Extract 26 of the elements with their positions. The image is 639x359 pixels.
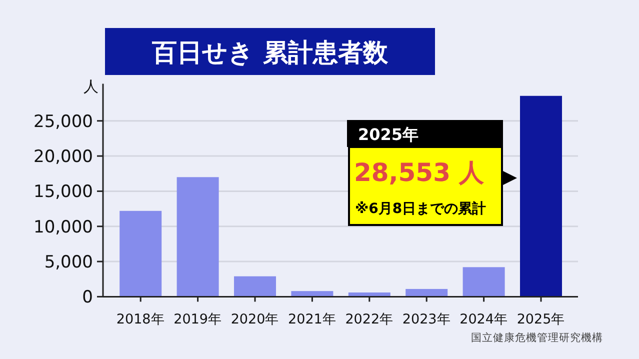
chart-title: 百日せき 累計患者数: [151, 38, 389, 67]
x-tick-label: 2023年: [402, 312, 451, 328]
y-axis-title: 人: [84, 78, 98, 96]
x-tick-label: 2018年: [116, 312, 165, 328]
y-tick-label: 25,000: [34, 112, 93, 132]
x-tick-label: 2020年: [230, 312, 280, 328]
bar: [234, 276, 276, 297]
x-tick-label: 2021年: [288, 312, 336, 328]
bar: [176, 177, 219, 297]
text: 国立健康危機管理研究機構: [471, 331, 603, 344]
bar: [462, 267, 505, 297]
y-tick-label: 15,000: [34, 182, 93, 202]
x-tick-label: 2025年: [516, 312, 566, 328]
annotation: 2025年: [358, 125, 419, 144]
y-tick-label: 0: [82, 288, 93, 308]
bar: [120, 210, 162, 297]
annotation: 28,553 人: [354, 158, 486, 187]
y-tick-label: 5,000: [44, 252, 93, 273]
x-tick-label: 2024年: [460, 312, 508, 328]
bar: [520, 96, 562, 297]
annotation: ※6月8日までの累計: [355, 201, 486, 217]
x-tick-label: 2019年: [174, 312, 222, 328]
x-tick-label: 2022年: [345, 312, 394, 328]
bar: [406, 288, 448, 297]
y-tick-label: 10,000: [34, 217, 93, 238]
y-tick-label: 20,000: [34, 147, 93, 168]
